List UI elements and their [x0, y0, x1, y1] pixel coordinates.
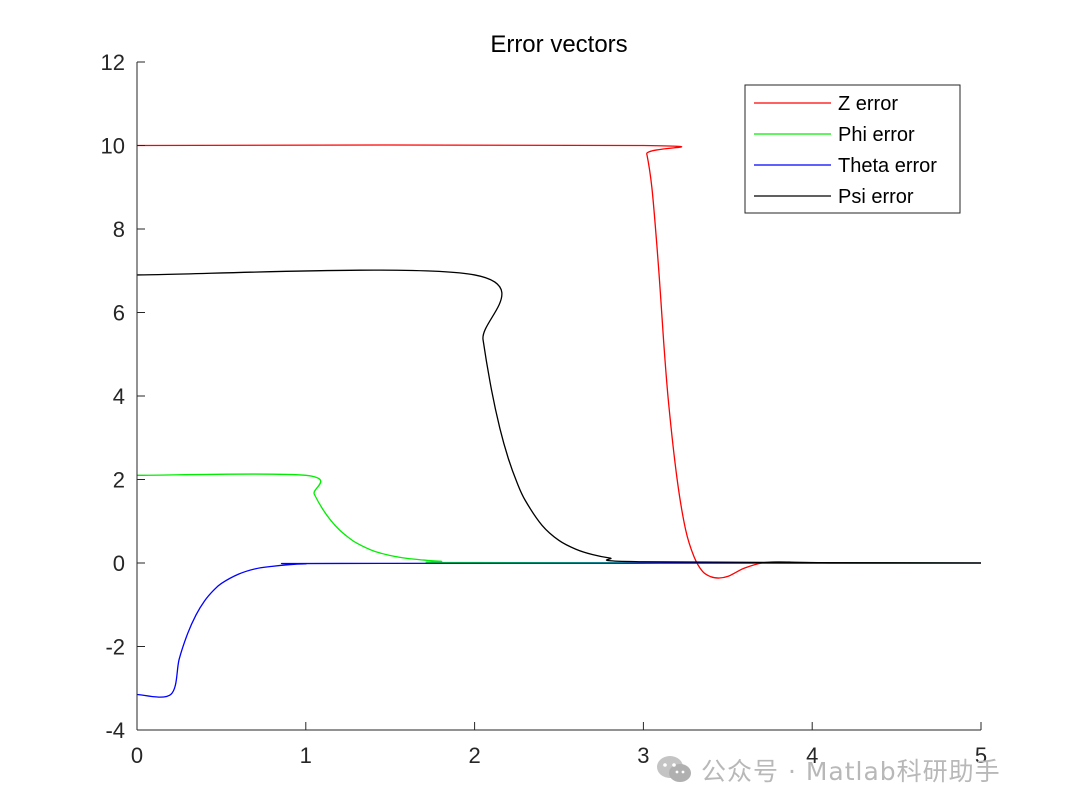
x-tick-label: 0 [131, 743, 143, 768]
legend-label-psi-error: Psi error [838, 186, 914, 208]
x-tick-label: 4 [806, 743, 818, 768]
legend-label-phi-error: Phi error [838, 124, 915, 146]
series-layer [136, 144, 982, 698]
series-line-theta-error [136, 562, 982, 698]
x-tick-label: 3 [637, 743, 649, 768]
y-tick-label: 12 [101, 50, 125, 75]
series-line-z-error [136, 144, 982, 579]
x-tick-label: 5 [975, 743, 987, 768]
x-tick-label: 2 [468, 743, 480, 768]
y-tick-label: 2 [113, 468, 125, 493]
legend-entries: Z error Phi error Theta error Psi error [754, 93, 937, 208]
watermark-text: 公众号 · Matlab科研助手 [701, 757, 1001, 786]
y-tick-label: 10 [101, 134, 125, 159]
legend-label-z-error: Z error [838, 93, 898, 115]
y-tick-label: 0 [113, 551, 125, 576]
legend-label-theta-error: Theta error [838, 155, 937, 177]
series-line-psi-error [136, 269, 982, 564]
y-tick-label: 8 [113, 217, 125, 242]
wechat-icon [655, 754, 693, 786]
legend: Z error Phi error Theta error Psi error [744, 84, 961, 214]
y-tick-label: 6 [113, 301, 125, 326]
watermark: 公众号 · Matlab科研助手 [655, 750, 1001, 790]
series-line-phi-error [136, 473, 982, 564]
chart-title: Error vectors [490, 31, 627, 58]
legend-box [744, 84, 961, 214]
y-tick-label: -4 [105, 718, 125, 743]
y-tick-label: 4 [113, 384, 125, 409]
y-tick-label: -2 [105, 635, 125, 660]
x-tick-label: 1 [300, 743, 312, 768]
